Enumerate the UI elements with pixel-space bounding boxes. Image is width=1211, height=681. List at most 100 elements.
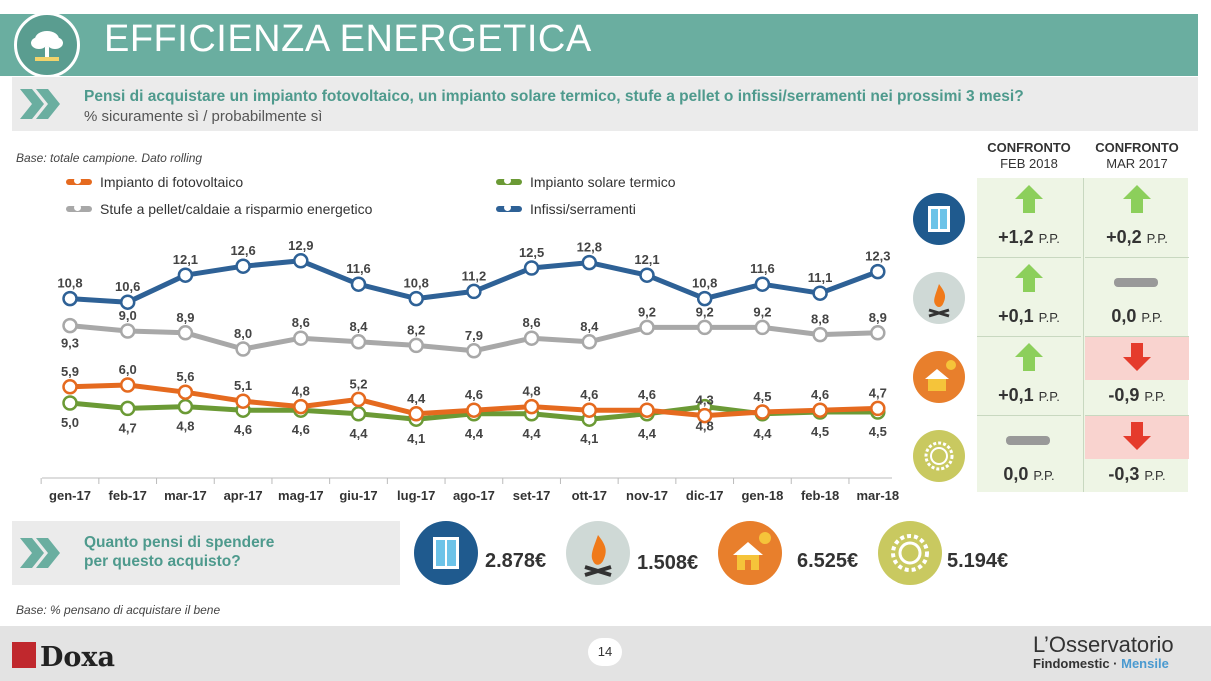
spend-value: 2.878€ (485, 550, 547, 572)
data-point (177, 325, 194, 341)
data-point (62, 379, 78, 395)
window-icon (414, 521, 478, 585)
x-tick-label: ago-17 (453, 488, 495, 503)
data-label: 4,6 (811, 387, 829, 402)
data-point (119, 294, 136, 310)
data-point (870, 263, 886, 280)
data-point (408, 406, 424, 422)
comparison-cell: +0,1 P.P. (977, 336, 1081, 414)
data-point (812, 285, 828, 301)
comparison-number: 0,0 (1003, 464, 1034, 484)
data-label: 4,8 (696, 419, 714, 434)
data-label: 8,9 (176, 310, 194, 325)
spend-question-line: Quanto pensi di spendere (84, 534, 275, 551)
data-label: 12,9 (288, 238, 313, 253)
partner-name: Findomestic · (1033, 656, 1122, 671)
legend-item: Impianto di fotovoltaico (66, 174, 243, 190)
data-point (696, 290, 713, 307)
data-label: 6,0 (119, 362, 137, 377)
data-label: 4,3 (696, 393, 714, 408)
data-point (119, 323, 136, 339)
data-label: 12,3 (865, 249, 890, 264)
question-subtitle: % sicuramente sì / probabilmente sì (84, 108, 323, 125)
data-point (235, 341, 251, 357)
data-label: 12,5 (519, 245, 544, 260)
data-point (754, 276, 771, 292)
page-title: EFFICIENZA ENERGETICA (104, 18, 592, 60)
data-label: 10,8 (692, 276, 717, 291)
legend-label: Infissi/serramenti (530, 201, 636, 217)
comparison-number: +0,1 (998, 306, 1039, 326)
data-label: 4,7 (119, 420, 137, 435)
comparison-value: -0,9 P.P. (1085, 385, 1189, 406)
data-point (812, 326, 828, 343)
data-point (62, 290, 78, 307)
data-label: 11,2 (462, 268, 487, 283)
data-label: 4,4 (349, 426, 368, 441)
data-point (177, 267, 194, 283)
data-label: 4,6 (292, 422, 310, 437)
data-label: 4,4 (407, 391, 426, 406)
chevron-right-icon (20, 89, 60, 119)
data-label: 9,3 (61, 336, 79, 351)
x-tick-label: dic-17 (686, 488, 724, 503)
spend-band (12, 521, 400, 585)
legend-item: Impianto solare termico (496, 174, 676, 190)
comparison-header-mar-2017: CONFRONTO MAR 2017 (1085, 140, 1189, 172)
data-label: 4,6 (234, 422, 252, 437)
comparison-unit: P.P. (1038, 231, 1060, 246)
data-label: 8,0 (234, 326, 252, 341)
data-label: 4,6 (580, 387, 598, 402)
x-tick-label: set-17 (513, 488, 551, 503)
x-tick-label: feb-17 (109, 488, 147, 503)
legend-label: Impianto di fotovoltaico (100, 174, 244, 190)
x-tick-label: mar-18 (856, 488, 899, 503)
house-sun-icon (718, 521, 782, 585)
solar-icon (878, 521, 942, 585)
data-label: 4,5 (869, 424, 887, 439)
comparison-unit: P.P. (1144, 468, 1166, 483)
data-label: 9,2 (753, 304, 771, 319)
x-tick-label: apr-17 (224, 488, 263, 503)
comparison-cell: 0,0 P.P. (1085, 257, 1189, 335)
data-point (62, 317, 78, 334)
data-point (293, 253, 309, 269)
data-label: 4,7 (869, 385, 887, 400)
data-point (466, 283, 482, 300)
comparison-cell: 0,0 P.P. (977, 415, 1081, 493)
legend-label: Impianto solare termico (530, 174, 676, 190)
x-tick-label: nov-17 (626, 488, 668, 503)
data-label: 10,6 (115, 279, 140, 294)
data-point (62, 395, 78, 411)
legend-swatch (496, 204, 522, 212)
legend-swatch (66, 177, 92, 185)
data-label: 12,8 (577, 240, 602, 255)
survey-question: Pensi di acquistare un impianto fotovolt… (84, 88, 1024, 105)
question-band (12, 77, 1198, 131)
comparison-number: +0,2 (1106, 227, 1147, 247)
data-label: 10,8 (404, 276, 429, 291)
comparison-unit: P.P. (1033, 468, 1055, 483)
comparison-value: +0,1 P.P. (977, 306, 1081, 327)
data-point (523, 398, 540, 415)
arrow-up-icon (1015, 264, 1043, 292)
data-label: 5,6 (176, 369, 194, 384)
data-label: 4,4 (523, 426, 542, 441)
legend-label: Stufe a pellet/caldaie a risparmio energ… (100, 201, 373, 217)
data-label: 9,2 (638, 304, 656, 319)
data-label: 8,8 (811, 312, 829, 327)
comparison-title: CONFRONTO (987, 140, 1071, 155)
data-label: 12,6 (230, 243, 255, 258)
row-divider (1085, 415, 1189, 416)
data-point (177, 384, 194, 400)
legend-swatch (66, 204, 92, 212)
data-point (754, 319, 771, 336)
fire-icon (566, 521, 630, 585)
x-tick-label: gen-17 (49, 488, 91, 503)
cloud-icon (14, 12, 80, 78)
comparison-number: +1,2 (998, 227, 1039, 247)
comparison-cell: -0,9 P.P. (1085, 336, 1189, 414)
data-label: 4,8 (176, 419, 194, 434)
data-label: 8,4 (580, 319, 599, 334)
data-point (870, 400, 886, 417)
